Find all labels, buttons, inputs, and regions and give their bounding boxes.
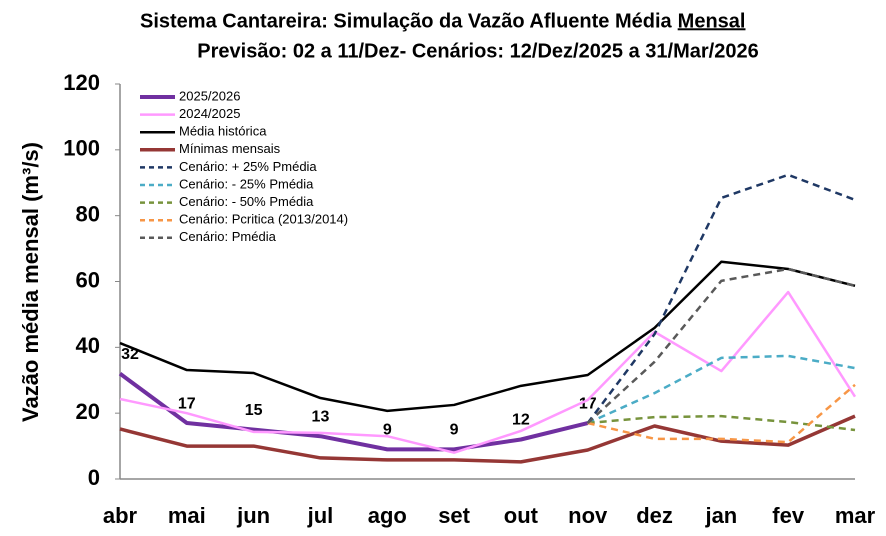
y-tick-label: 60 — [76, 267, 100, 292]
y-tick-label: 100 — [63, 136, 100, 161]
legend-label: Mínimas mensais — [179, 141, 281, 156]
x-tick-label: jan — [704, 503, 737, 528]
series-line — [587, 414, 856, 432]
x-tick-label: jul — [307, 503, 334, 528]
data-label: 15 — [245, 402, 263, 419]
y-tick-label: 40 — [76, 333, 100, 358]
legend-label: Média histórica — [179, 124, 267, 139]
x-tick-label: ago — [368, 503, 407, 528]
chart-title: Sistema Cantareira: Simulação da Vazão A… — [140, 10, 673, 32]
legend-label: Cenário: - 25% Pmédia — [179, 176, 314, 191]
legend-label: Cenário: + 25% Pmédia — [179, 159, 317, 174]
data-label: 9 — [383, 422, 392, 439]
x-tick-label: abr — [103, 503, 138, 528]
series-line — [586, 267, 856, 424]
legend-label: Cenário: - 50% Pmédia — [179, 194, 314, 209]
chart-subtitle: Previsão: 02 a 11/Dez- Cenários: 12/Dez/… — [197, 40, 758, 62]
data-label: 17 — [579, 395, 597, 412]
y-axis-label: Vazão média mensal (m³/s) — [18, 142, 43, 422]
data-label: 12 — [512, 412, 530, 429]
x-tick-label: dez — [636, 503, 673, 528]
legend-label: 2024/2025 — [179, 106, 240, 121]
series-line — [119, 260, 856, 413]
legend-label: Cenário: Pcritica (2013/2014) — [179, 212, 348, 227]
x-tick-label: jun — [236, 503, 270, 528]
y-tick-label: 20 — [76, 399, 100, 424]
x-tick-label: mar — [835, 503, 876, 528]
series-line — [119, 414, 856, 464]
legend-label: Cenário: Pmédia — [179, 229, 277, 244]
series-line — [587, 354, 856, 425]
series-line — [587, 383, 856, 444]
data-label: 17 — [178, 395, 196, 412]
series-line — [118, 372, 589, 452]
x-tick-label: set — [438, 503, 470, 528]
y-tick-label: 0 — [88, 465, 100, 490]
y-tick-label: 120 — [63, 70, 100, 95]
x-tick-label: out — [504, 503, 539, 528]
chart-title-underlined: Mensal — [678, 10, 746, 32]
x-tick-label: fev — [772, 503, 805, 528]
data-label: 9 — [450, 422, 459, 439]
series-line — [586, 173, 856, 424]
x-tick-label: mai — [168, 503, 206, 528]
legend-label: 2025/2026 — [179, 88, 240, 103]
data-label: 13 — [312, 408, 330, 425]
y-tick-label: 80 — [76, 201, 100, 226]
x-tick-label: nov — [568, 503, 608, 528]
